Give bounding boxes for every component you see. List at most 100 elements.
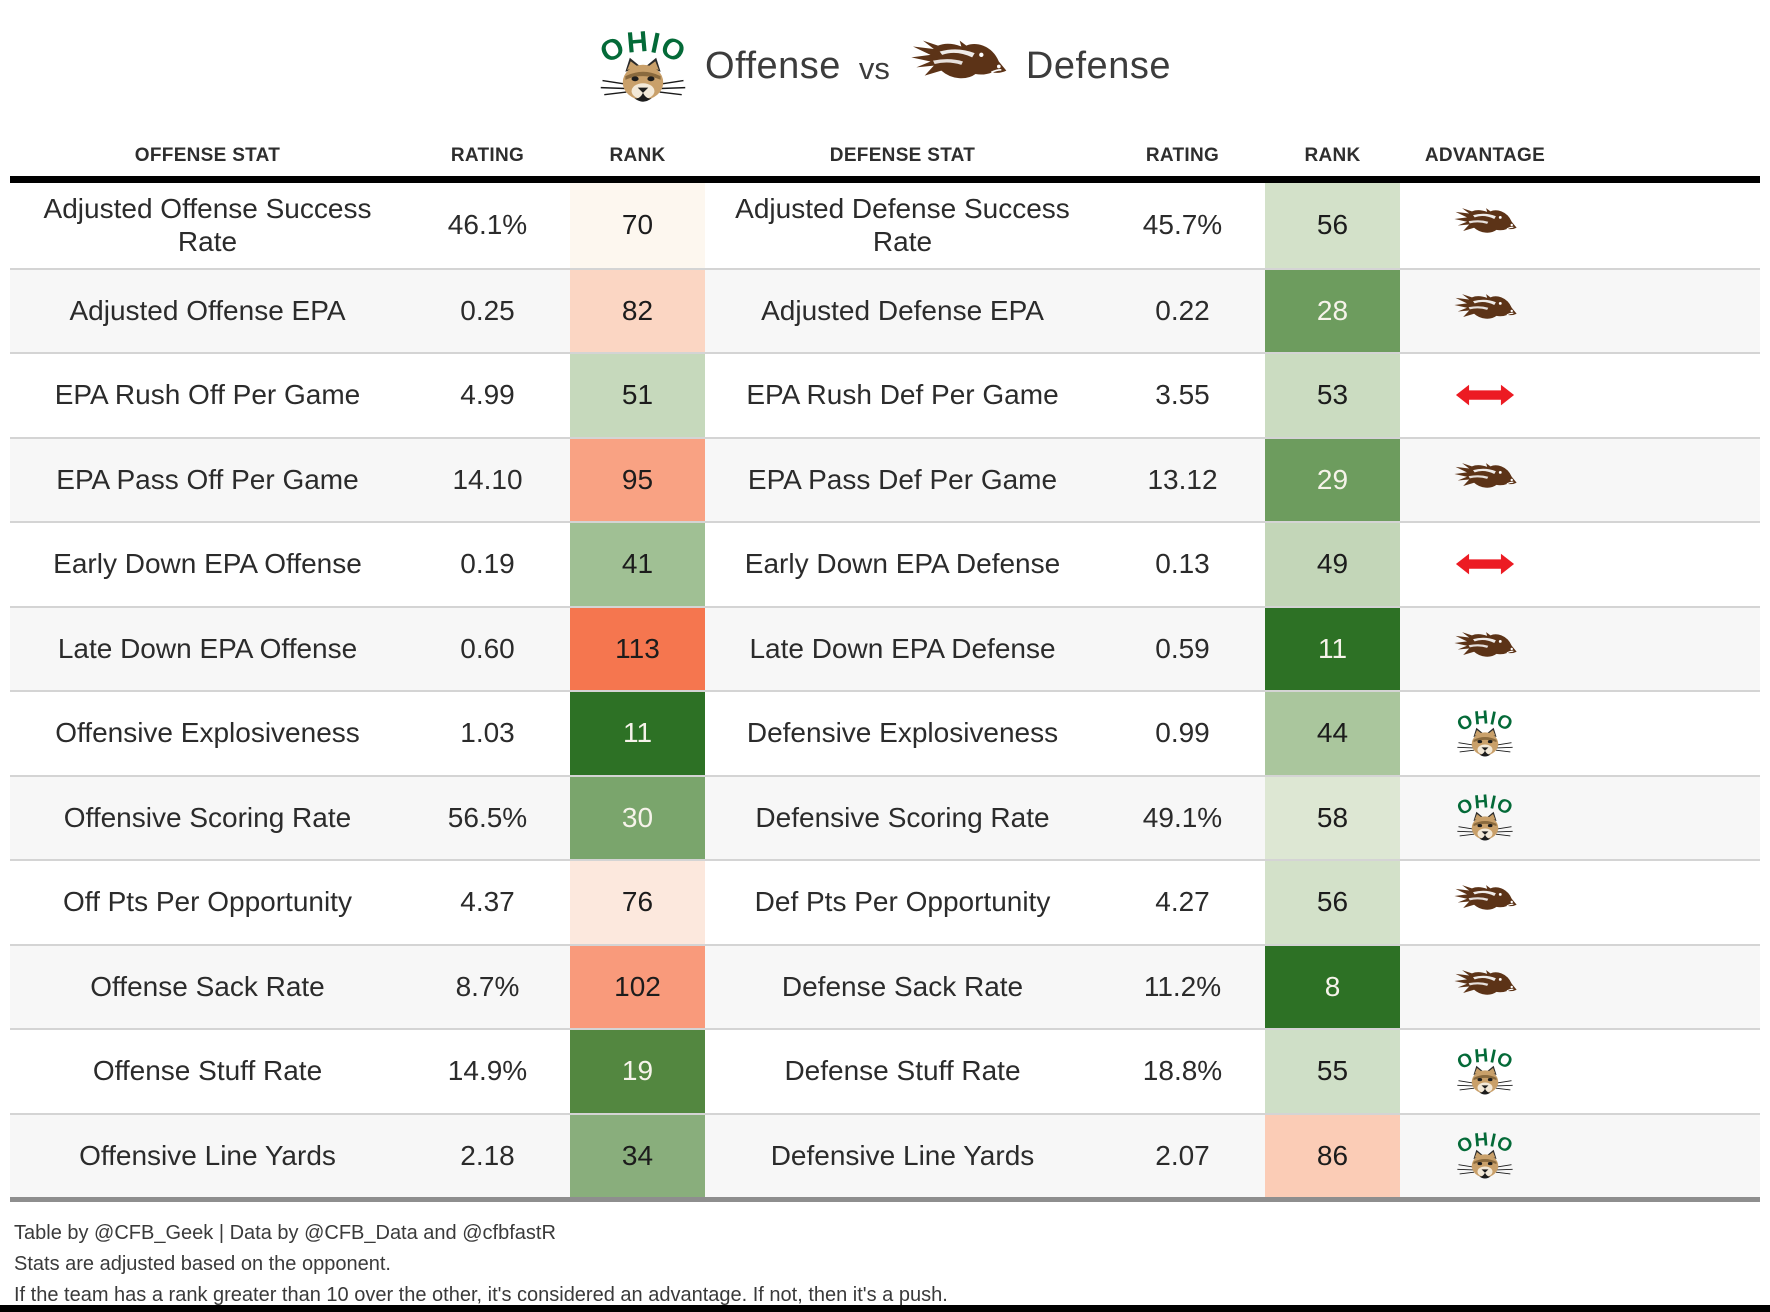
ohio-bobcats-logo-icon [1456, 707, 1514, 760]
offense-rank-value: 82 [570, 269, 705, 352]
col-header-defense-rank: RANK [1304, 145, 1361, 166]
col-header-offense-rating: RATING [450, 145, 525, 166]
offense-stat-label: Offense Sack Rate [90, 970, 325, 1002]
table-body: Adjusted Offense Success Rate 46.1% 70 A… [10, 183, 1760, 1197]
ohio-bobcats-logo-icon [1456, 1129, 1514, 1182]
defense-stat-label: Adjusted Defense EPA [761, 294, 1044, 326]
offense-rank-value: 11 [570, 692, 705, 775]
advantage-cell [1400, 1115, 1570, 1198]
push-double-arrow-icon [1455, 550, 1515, 578]
defense-rating-value: 0.13 [1155, 548, 1210, 580]
western-michigan-broncos-logo-icon [908, 39, 1008, 94]
advantage-cell [1400, 692, 1570, 775]
offense-rating-value: 14.10 [452, 463, 523, 495]
defense-stat-label: Def Pts Per Opportunity [754, 886, 1051, 918]
offense-rating-value: 4.37 [460, 886, 515, 918]
table-row: Offensive Explosiveness 1.03 11 Defensiv… [10, 690, 1760, 775]
table-row: EPA Pass Off Per Game 14.10 95 EPA Pass … [10, 436, 1760, 522]
offense-stat-label: EPA Pass Off Per Game [56, 463, 359, 495]
defense-rating-value: 0.59 [1155, 632, 1210, 664]
col-header-advantage: ADVANTAGE [1424, 145, 1546, 166]
defense-stat-label: Early Down EPA Defense [744, 548, 1061, 580]
defense-rank-value: 28 [1265, 269, 1400, 352]
page-title: Offense vs Defense [0, 0, 1770, 132]
defense-stat-label: Defensive Line Yards [770, 1139, 1035, 1171]
defense-stat-label: EPA Rush Def Per Game [746, 379, 1059, 411]
offense-rating-value: 14.9% [447, 1055, 528, 1087]
offense-rank-value: 34 [570, 1114, 705, 1197]
col-header-offense-stat: OFFENSE STAT [134, 145, 281, 166]
offense-rank-value: 41 [570, 523, 705, 606]
table-row: Offensive Scoring Rate 56.5% 30 Defensiv… [10, 774, 1760, 860]
defense-rating-value: 45.7% [1142, 209, 1223, 241]
advantage-cell [1400, 1030, 1570, 1113]
source-note-advantage-rule: If the team has a rank greater than 10 o… [14, 1284, 948, 1306]
western-michigan-broncos-logo-icon [1452, 207, 1518, 243]
table-row: Adjusted Offense Success Rate 46.1% 70 A… [10, 183, 1760, 268]
offense-rank-value: 70 [570, 183, 705, 268]
defense-rating-value: 49.1% [1142, 801, 1223, 833]
offense-rating-value: 0.19 [460, 548, 515, 580]
source-notes: Table by @CFB_Geek | Data by @CFB_Data a… [14, 1218, 1770, 1311]
defense-rank-value: 55 [1265, 1030, 1400, 1113]
defense-title-label: Defense [1025, 44, 1171, 87]
offense-stat-label: Offensive Line Yards [79, 1139, 336, 1171]
defense-rating-value: 4.27 [1155, 886, 1210, 918]
defense-rating-value: 3.55 [1155, 379, 1210, 411]
stats-comparison-table: OFFENSE STAT RATING RANK DEFENSE STAT RA… [10, 132, 1760, 1202]
defense-rank-value: 29 [1265, 438, 1400, 521]
advantage-cell [1400, 270, 1570, 353]
defense-rank-value: 44 [1265, 692, 1400, 775]
defense-rating-value: 0.99 [1155, 717, 1210, 749]
defense-rank-value: 8 [1265, 945, 1400, 1028]
defense-rank-value: 58 [1265, 776, 1400, 859]
source-note-adjusted: Stats are adjusted based on the opponent… [14, 1253, 391, 1275]
advantage-cell [1400, 777, 1570, 860]
table-row: Offense Stuff Rate 14.9% 19 Defense Stuf… [10, 1028, 1760, 1113]
defense-rating-value: 13.12 [1147, 463, 1218, 495]
offense-stat-label: Adjusted Offense Success Rate [43, 192, 372, 258]
offense-rating-value: 0.25 [460, 294, 515, 326]
table-row: Off Pts Per Opportunity 4.37 76 Def Pts … [10, 859, 1760, 944]
western-michigan-broncos-logo-icon [1452, 884, 1518, 920]
defense-rating-value: 0.22 [1155, 294, 1210, 326]
advantage-cell [1400, 183, 1570, 268]
defense-stat-label: Adjusted Defense Success Rate [735, 192, 1070, 258]
defense-rank-value: 53 [1265, 354, 1400, 437]
offense-rating-value: 8.7% [455, 970, 520, 1002]
offense-rating-value: 1.03 [460, 717, 515, 749]
defense-stat-label: Defensive Scoring Rate [755, 801, 1050, 833]
bottom-rule [0, 1305, 1770, 1312]
offense-rating-value: 2.18 [460, 1139, 515, 1171]
offense-rating-value: 46.1% [447, 209, 528, 241]
table-row: EPA Rush Off Per Game 4.99 51 EPA Rush D… [10, 352, 1760, 437]
offense-rank-value: 95 [570, 438, 705, 521]
table-row: Early Down EPA Offense 0.19 41 Early Dow… [10, 521, 1760, 606]
advantage-cell [1400, 439, 1570, 522]
advantage-cell [1400, 946, 1570, 1029]
defense-rank-value: 49 [1265, 523, 1400, 606]
push-double-arrow-icon [1455, 381, 1515, 409]
defense-rating-value: 2.07 [1155, 1139, 1210, 1171]
ohio-bobcats-logo-icon [1456, 1045, 1514, 1098]
ohio-bobcats-logo-icon [1456, 791, 1514, 844]
offense-rating-value: 0.60 [460, 632, 515, 664]
defense-stat-label: EPA Pass Def Per Game [747, 463, 1058, 495]
offense-stat-label: Early Down EPA Offense [53, 548, 362, 580]
offense-stat-label: Late Down EPA Offense [57, 632, 358, 664]
offense-rank-value: 19 [570, 1030, 705, 1113]
offense-stat-label: Off Pts Per Opportunity [63, 886, 352, 918]
defense-stat-label: Late Down EPA Defense [749, 632, 1056, 664]
offense-rating-value: 4.99 [460, 379, 515, 411]
western-michigan-broncos-logo-icon [1452, 293, 1518, 329]
column-header-row: OFFENSE STAT RATING RANK DEFENSE STAT RA… [10, 132, 1760, 183]
source-note-credits: Table by @CFB_Geek | Data by @CFB_Data a… [14, 1222, 556, 1244]
offense-rank-value: 30 [570, 776, 705, 859]
western-michigan-broncos-logo-icon [1452, 462, 1518, 498]
offense-rank-value: 51 [570, 354, 705, 437]
defense-stat-label: Defense Stuff Rate [784, 1055, 1021, 1087]
western-michigan-broncos-logo-icon [1452, 969, 1518, 1005]
advantage-cell [1400, 523, 1570, 606]
offense-stat-label: Adjusted Offense EPA [69, 294, 346, 326]
western-michigan-broncos-logo-icon [1452, 631, 1518, 667]
